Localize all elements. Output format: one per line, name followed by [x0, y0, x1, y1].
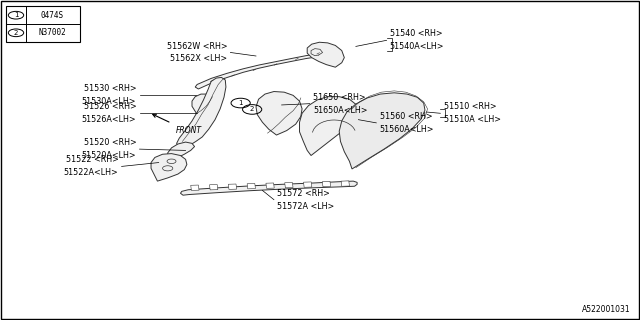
Text: 51522 <RH>: 51522 <RH> — [65, 156, 118, 164]
Text: 51510 <RH>: 51510 <RH> — [444, 102, 496, 111]
Polygon shape — [300, 97, 357, 156]
Text: 51526A<LH>: 51526A<LH> — [82, 115, 136, 124]
Text: 51540 <RH>: 51540 <RH> — [390, 29, 442, 38]
Text: 51650A<LH>: 51650A<LH> — [313, 106, 367, 115]
Text: 51510A <LH>: 51510A <LH> — [444, 115, 500, 124]
Bar — [191, 185, 199, 190]
Text: 51562W <RH>: 51562W <RH> — [166, 42, 227, 51]
Bar — [247, 183, 255, 189]
Text: 51526 <RH>: 51526 <RH> — [84, 102, 136, 111]
Text: 51520A<LH>: 51520A<LH> — [82, 151, 136, 160]
Text: 51562X <LH>: 51562X <LH> — [170, 54, 227, 63]
Bar — [323, 181, 331, 187]
Text: 51530A<LH>: 51530A<LH> — [82, 97, 136, 106]
Bar — [266, 183, 274, 188]
Polygon shape — [307, 42, 344, 67]
Bar — [209, 185, 218, 190]
Polygon shape — [256, 92, 302, 135]
Polygon shape — [177, 77, 226, 147]
Text: 51560 <RH>: 51560 <RH> — [380, 112, 432, 121]
Polygon shape — [192, 94, 214, 115]
Text: A522001031: A522001031 — [582, 305, 630, 314]
Bar — [303, 182, 312, 187]
Bar — [285, 182, 293, 188]
Text: 51530 <RH>: 51530 <RH> — [84, 84, 136, 93]
Polygon shape — [195, 52, 332, 89]
Text: 51572A <LH>: 51572A <LH> — [277, 202, 334, 211]
Text: 2: 2 — [250, 107, 254, 112]
Bar — [6, 6, 80, 42]
Text: 0474S: 0474S — [40, 11, 63, 20]
Text: 51522A<LH>: 51522A<LH> — [63, 168, 118, 177]
Text: 51572 <RH>: 51572 <RH> — [277, 189, 330, 198]
Polygon shape — [180, 181, 357, 195]
Text: N37002: N37002 — [38, 28, 66, 37]
Bar — [228, 184, 237, 189]
Polygon shape — [168, 142, 195, 159]
Text: 51650 <RH>: 51650 <RH> — [313, 93, 365, 102]
Text: 1: 1 — [13, 12, 19, 18]
Text: 51520 <RH>: 51520 <RH> — [84, 138, 136, 147]
Text: 1: 1 — [238, 100, 243, 106]
Text: 2: 2 — [14, 30, 18, 36]
Text: FRONT: FRONT — [175, 126, 202, 135]
Polygon shape — [339, 93, 425, 169]
Bar — [341, 181, 349, 186]
Polygon shape — [151, 154, 187, 181]
Text: 51560A<LH>: 51560A<LH> — [380, 125, 434, 134]
Text: 51540A<LH>: 51540A<LH> — [390, 42, 444, 51]
